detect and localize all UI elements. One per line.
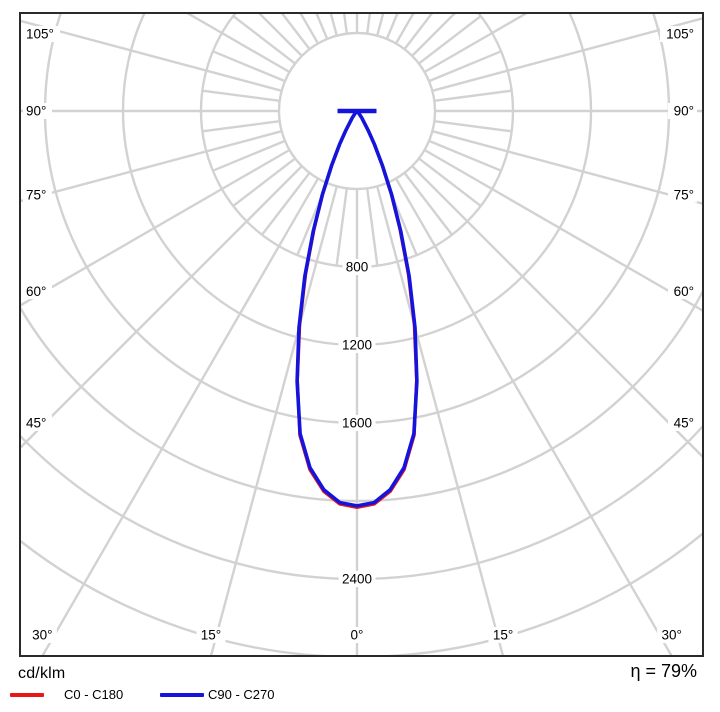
grid-spoke [376,186,505,656]
radial-value-label-bg [342,259,372,275]
radial-value-label: 800 [346,260,369,275]
angle-label-left: 60° [26,284,46,299]
grid-spoke [394,177,674,656]
grid-spoke [20,19,282,92]
angle-label-right: 75° [674,187,694,202]
grid-spoke [376,13,385,36]
grid-spoke [432,17,703,92]
angle-label-bottom-bg [27,627,57,643]
legend-swatch-c0-c180 [10,693,44,697]
grid-minor-tick [365,188,379,266]
grid-spoke [209,186,338,656]
grid-minor-tick [418,157,482,207]
angle-label-bottom-bg [657,627,687,643]
radial-value-label: 1600 [342,416,372,431]
grid-spoke [432,130,703,205]
grid-minor-tick [428,139,502,172]
angle-label-right: 45° [674,416,694,431]
angle-label-left-bg [23,415,52,431]
grid-minor-tick [385,13,399,40]
angle-label-right-bg [660,26,697,42]
angle-label-bottom-bg [346,627,368,643]
angle-label-bottom: 0° [351,628,364,643]
angle-label-left: 45° [26,416,46,431]
angle-label-left-bg [23,103,52,119]
grid-minor-tick [261,172,311,236]
grid-minor-tick [434,119,512,133]
intensity-curves [295,109,419,509]
angle-label-bottom: 15° [201,628,221,643]
angle-label-bottom: 30° [32,628,52,643]
grid-minor-tick [434,89,512,103]
grid-minor-tick [212,50,286,83]
curve-c90-c270 [295,109,419,508]
grid-minor-tick [403,13,434,50]
angle-label-right-bg [668,103,697,119]
legend-label-c90-c270: C90 - C270 [208,687,275,702]
grid-spoke [40,177,320,656]
grid-minor-tick [202,89,280,103]
units-label: cd/klm [18,665,66,682]
grid-minor-tick [335,188,349,266]
grid-minor-tick [418,15,482,65]
angle-label-right: 105° [666,27,694,42]
grid-spoke [423,13,530,74]
radial-value-label-bg [338,415,376,431]
grid-minor-tick [428,50,502,83]
angle-label-right-bg [668,415,697,431]
efficiency-value: η = 79% [630,661,697,681]
grid-minor-tick [232,15,296,65]
angle-label-left: 75° [26,187,46,202]
grid-minor-tick [403,172,453,236]
grid-minor-tick [202,119,280,133]
grid-minor-tick [315,13,329,40]
grid-spoke [329,13,338,36]
angle-label-left-bg [23,283,52,300]
grid-spoke [20,165,303,450]
angle-label-bottom-bg [196,627,226,643]
angle-label-right: 60° [674,284,694,299]
grid-minor-tick [342,13,349,34]
angle-label-left-bg [23,26,60,42]
grid-spoke [20,130,282,203]
grid-minor-tick [365,13,372,34]
radial-value-label: 1200 [342,338,372,353]
legend-label-c0-c180: C0 - C180 [64,687,124,702]
chart-frame [19,12,704,657]
angle-label-bottom: 15° [493,628,513,643]
radial-value-label-bg [338,571,376,587]
angle-label-bottom: 30° [661,628,681,643]
axis-labels: 105° 90° 75° 60° 45° 105° 90° 75° 60° 45° 30° 15° 0°… [23,26,697,643]
grid-minor-tick [232,157,296,207]
angle-label-right-bg [668,283,697,300]
grid-minor-tick [280,13,311,50]
grid-circle [20,531,703,656]
radial-value-label: 2400 [342,572,372,587]
legend-swatch-c90-c270 [160,693,204,697]
angle-label-right: 90° [674,104,694,119]
angle-label-left: 90° [26,104,46,119]
radial-value-label-bg [338,337,376,353]
angle-label-left: 105° [26,27,54,42]
grid-minor-tick [212,139,286,172]
grid-spoke [423,148,703,313]
grid-spoke [411,165,703,459]
grid-spoke [184,13,291,74]
angle-label-right-bg [668,186,697,203]
angle-label-bottom-bg [488,627,518,643]
angle-label-left-bg [23,186,52,203]
